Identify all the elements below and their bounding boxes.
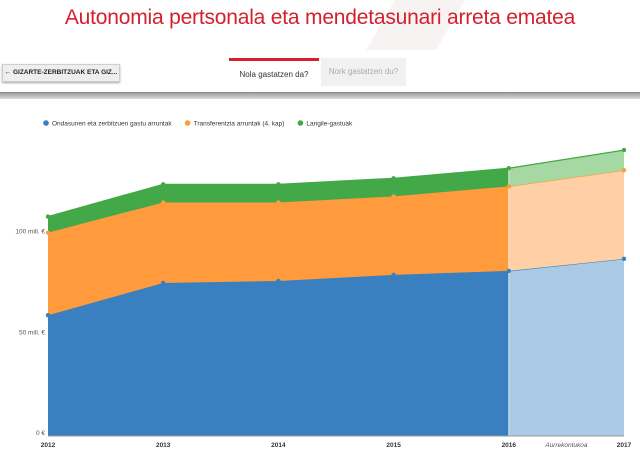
- axis-labels: 0 € 50 mill. € 100 mill. € 2012 2013 2014 2015…: [15, 229, 631, 449]
- legend: Ondasunen eta zerbitzuen gastu arruntak T…: [43, 120, 353, 127]
- back-button[interactable]: ← GIZARTE-ZERBITZUAK ETA GIZ...: [2, 64, 120, 82]
- data-point[interactable]: [391, 176, 396, 181]
- area-series-2[interactable]: [48, 186, 509, 316]
- data-point[interactable]: [621, 147, 627, 153]
- page-title: Autonomia pertsonala eta mendetasunari a…: [64, 6, 576, 29]
- data-point[interactable]: [621, 256, 627, 262]
- data-point[interactable]: [621, 168, 627, 173]
- data-point[interactable]: [506, 268, 511, 274]
- legend-label: Transferentzia arruntak (4. kap): [194, 120, 285, 127]
- data-point[interactable]: [506, 166, 511, 171]
- data-point[interactable]: [276, 278, 281, 284]
- legend-marker: [297, 120, 304, 126]
- y-tick-label: 50 mill. €: [19, 329, 45, 336]
- data-point[interactable]: [45, 313, 51, 318]
- data-point[interactable]: [391, 194, 396, 199]
- forecast-label: Aurrekontukoa: [544, 442, 588, 449]
- legend-label: Ondasunen eta zerbitzuen gastu arruntak: [52, 120, 172, 127]
- area-forecast-series-2[interactable]: [508, 170, 624, 271]
- tab-who-spends[interactable]: Nork gastatzen du?: [321, 58, 406, 86]
- data-point[interactable]: [161, 200, 166, 205]
- x-tick-label: 2014: [271, 442, 286, 449]
- x-tick-label: 2017: [617, 442, 632, 449]
- x-tick-label: 2013: [156, 442, 171, 449]
- data-point[interactable]: [506, 184, 511, 189]
- y-tick-label: 100 mill. €: [15, 229, 45, 236]
- data-point[interactable]: [45, 230, 51, 235]
- data-point[interactable]: [391, 272, 396, 278]
- y-tick-label: 0 €: [36, 430, 45, 437]
- area-series-1[interactable]: [48, 270, 509, 436]
- data-point[interactable]: [45, 214, 51, 219]
- series-line-3: [47, 149, 625, 218]
- stacked-area-chart: 0 € 50 mill. € 100 mill. € 2012 2013 2014 2015…: [15, 120, 632, 449]
- x-tick-label: 2012: [41, 442, 56, 449]
- area-forecast-series-3[interactable]: [508, 150, 624, 187]
- section-divider: [0, 92, 640, 99]
- x-tick-label: 2015: [386, 442, 401, 449]
- legend-marker: [184, 120, 191, 126]
- legend-label: Langile-gastuak: [306, 120, 353, 127]
- areas: [47, 134, 625, 436]
- data-point[interactable]: [161, 280, 166, 286]
- legend-marker: [43, 120, 49, 126]
- data-point[interactable]: [276, 182, 281, 187]
- area-forecast-series-1[interactable]: [508, 258, 624, 436]
- points: [45, 147, 627, 318]
- tab-how-spent[interactable]: Nola gastatzen da?: [229, 58, 319, 88]
- data-point[interactable]: [276, 200, 281, 205]
- data-point[interactable]: [161, 182, 166, 187]
- x-tick-label: 2016: [502, 442, 517, 449]
